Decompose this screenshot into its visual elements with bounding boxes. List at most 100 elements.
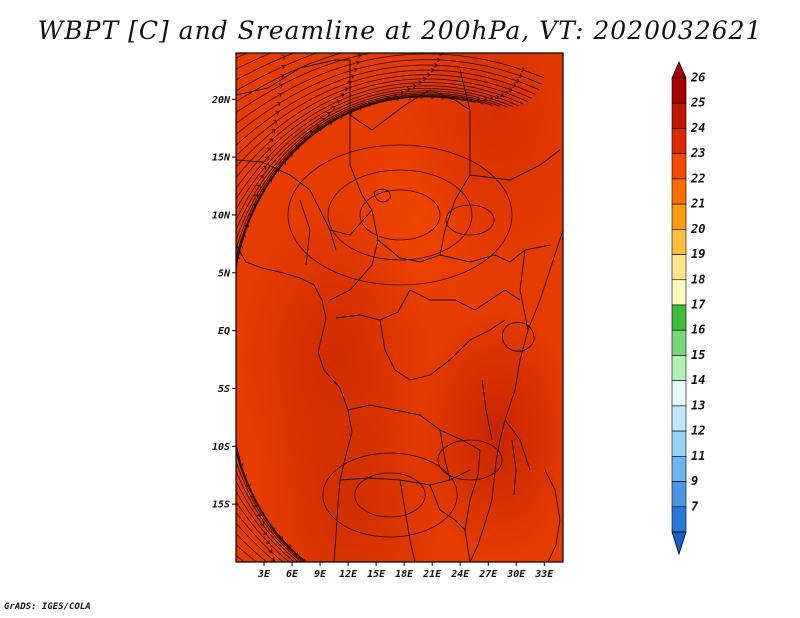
colorbar-swatch (671, 178, 687, 205)
lon-label: 12E (339, 569, 358, 580)
streamline (236, 82, 524, 189)
streamline-arrow (439, 53, 444, 57)
streamline (236, 78, 528, 179)
lon-label: 9E (314, 569, 327, 580)
colorbar-label: 20 (690, 222, 705, 236)
streamline-arrow (268, 178, 272, 183)
streamline-arrow (273, 120, 278, 125)
streamline-loop (437, 439, 503, 481)
lon-label: 33E (534, 569, 554, 580)
colorbar-label: 15 (691, 348, 705, 362)
colorbar-top-arrow (671, 61, 687, 79)
streamline (236, 490, 295, 562)
streamline-arrow (430, 67, 435, 73)
streamline-loop (359, 189, 441, 241)
streamline (236, 460, 305, 562)
colorbar-label: 24 (690, 121, 705, 135)
streamline-arrow (259, 522, 264, 527)
streamline (236, 469, 303, 562)
streamline-arrow (355, 60, 360, 66)
colorbar-bottom-arrow (671, 531, 687, 556)
streamline-arrow (357, 53, 362, 58)
colorbar-label: 21 (690, 197, 705, 211)
map-title: WBPT [C] and Sreamline at 200hPa, VT: 20… (37, 16, 763, 45)
streamline-arrow (515, 78, 520, 83)
colorbar-swatch (671, 128, 687, 154)
streamline-arrow (418, 80, 423, 85)
lat-label: 15N (212, 153, 231, 164)
footer-credit: GrADS: IGES/COLA (4, 602, 91, 612)
streamline-loop (354, 472, 426, 518)
streamline-arrow (328, 121, 333, 126)
colorbar-label: 11 (691, 449, 705, 463)
colorbar-label: 25 (690, 96, 705, 110)
streamline-arrow (261, 187, 266, 193)
streamline-arrow (353, 67, 358, 73)
colorbar-label: 13 (691, 398, 705, 412)
colorbar-swatch (671, 506, 687, 533)
colorbar-label: 12 (691, 424, 705, 438)
colorbar-label: 19 (691, 247, 705, 261)
plot-frame (235, 52, 564, 563)
colorbar-label: 14 (691, 373, 705, 387)
streamline-arrow (518, 73, 523, 78)
streamline (231, 325, 234, 334)
lon-label: 3E (257, 569, 271, 580)
colorbar-label: 17 (691, 298, 706, 312)
colorbar-label: 26 (690, 71, 705, 85)
streamline-arrow (256, 512, 261, 518)
lon-label: 24E (450, 569, 470, 580)
streamline-arrow (281, 55, 287, 60)
streamline-arrow (280, 74, 285, 79)
streamline-arrow (276, 102, 281, 107)
streamline-arrow (331, 105, 336, 110)
wbpt-field (236, 53, 563, 562)
streamline-arrow (396, 96, 401, 101)
colorbar-swatch (671, 254, 687, 281)
colorbar-swatch (671, 329, 687, 356)
streamline-arrow (321, 118, 326, 123)
streamlines (231, 53, 545, 562)
streamline-arrow (262, 531, 267, 536)
streamline-arrow (427, 72, 432, 78)
streamline-arrow (267, 147, 272, 152)
colorbar-swatch (671, 405, 687, 432)
streamline-arrow (422, 76, 427, 82)
streamline-arrow (336, 99, 341, 104)
streamline-arrow (350, 74, 355, 79)
lon-label: 18E (395, 569, 414, 580)
streamline-arrow (512, 83, 517, 88)
streamline (236, 544, 258, 562)
streamline-arrow (340, 93, 345, 98)
colorbar-swatch (671, 355, 687, 381)
streamline-loop (327, 169, 473, 261)
streamline (236, 69, 536, 157)
streamline (236, 522, 277, 562)
streamline (236, 501, 290, 562)
colorbar-swatch (671, 153, 687, 180)
streamline-arrow (483, 96, 488, 102)
streamline (236, 90, 507, 221)
lat-label: 20N (211, 95, 231, 106)
streamline (236, 59, 542, 135)
lat-label: 5S (218, 384, 230, 395)
streamline (236, 95, 421, 263)
streamline-arrow (436, 57, 441, 63)
lat-label: 15S (212, 500, 230, 511)
lon-label: 15E (367, 569, 386, 580)
streamline (236, 443, 307, 562)
streamline (236, 74, 532, 168)
streamline-arrow (406, 87, 411, 92)
streamline-arrow (269, 138, 274, 143)
streamline (236, 555, 245, 562)
lon-label: 27E (478, 569, 498, 580)
streamline-arrow (265, 539, 270, 545)
streamline (236, 92, 500, 232)
lat-label: 10S (212, 442, 230, 453)
streamline-arrow (268, 548, 273, 553)
streamline-arrow (259, 174, 264, 179)
streamline (236, 533, 268, 562)
colorbar-swatch (671, 203, 687, 230)
streamline-arrow (495, 94, 500, 100)
